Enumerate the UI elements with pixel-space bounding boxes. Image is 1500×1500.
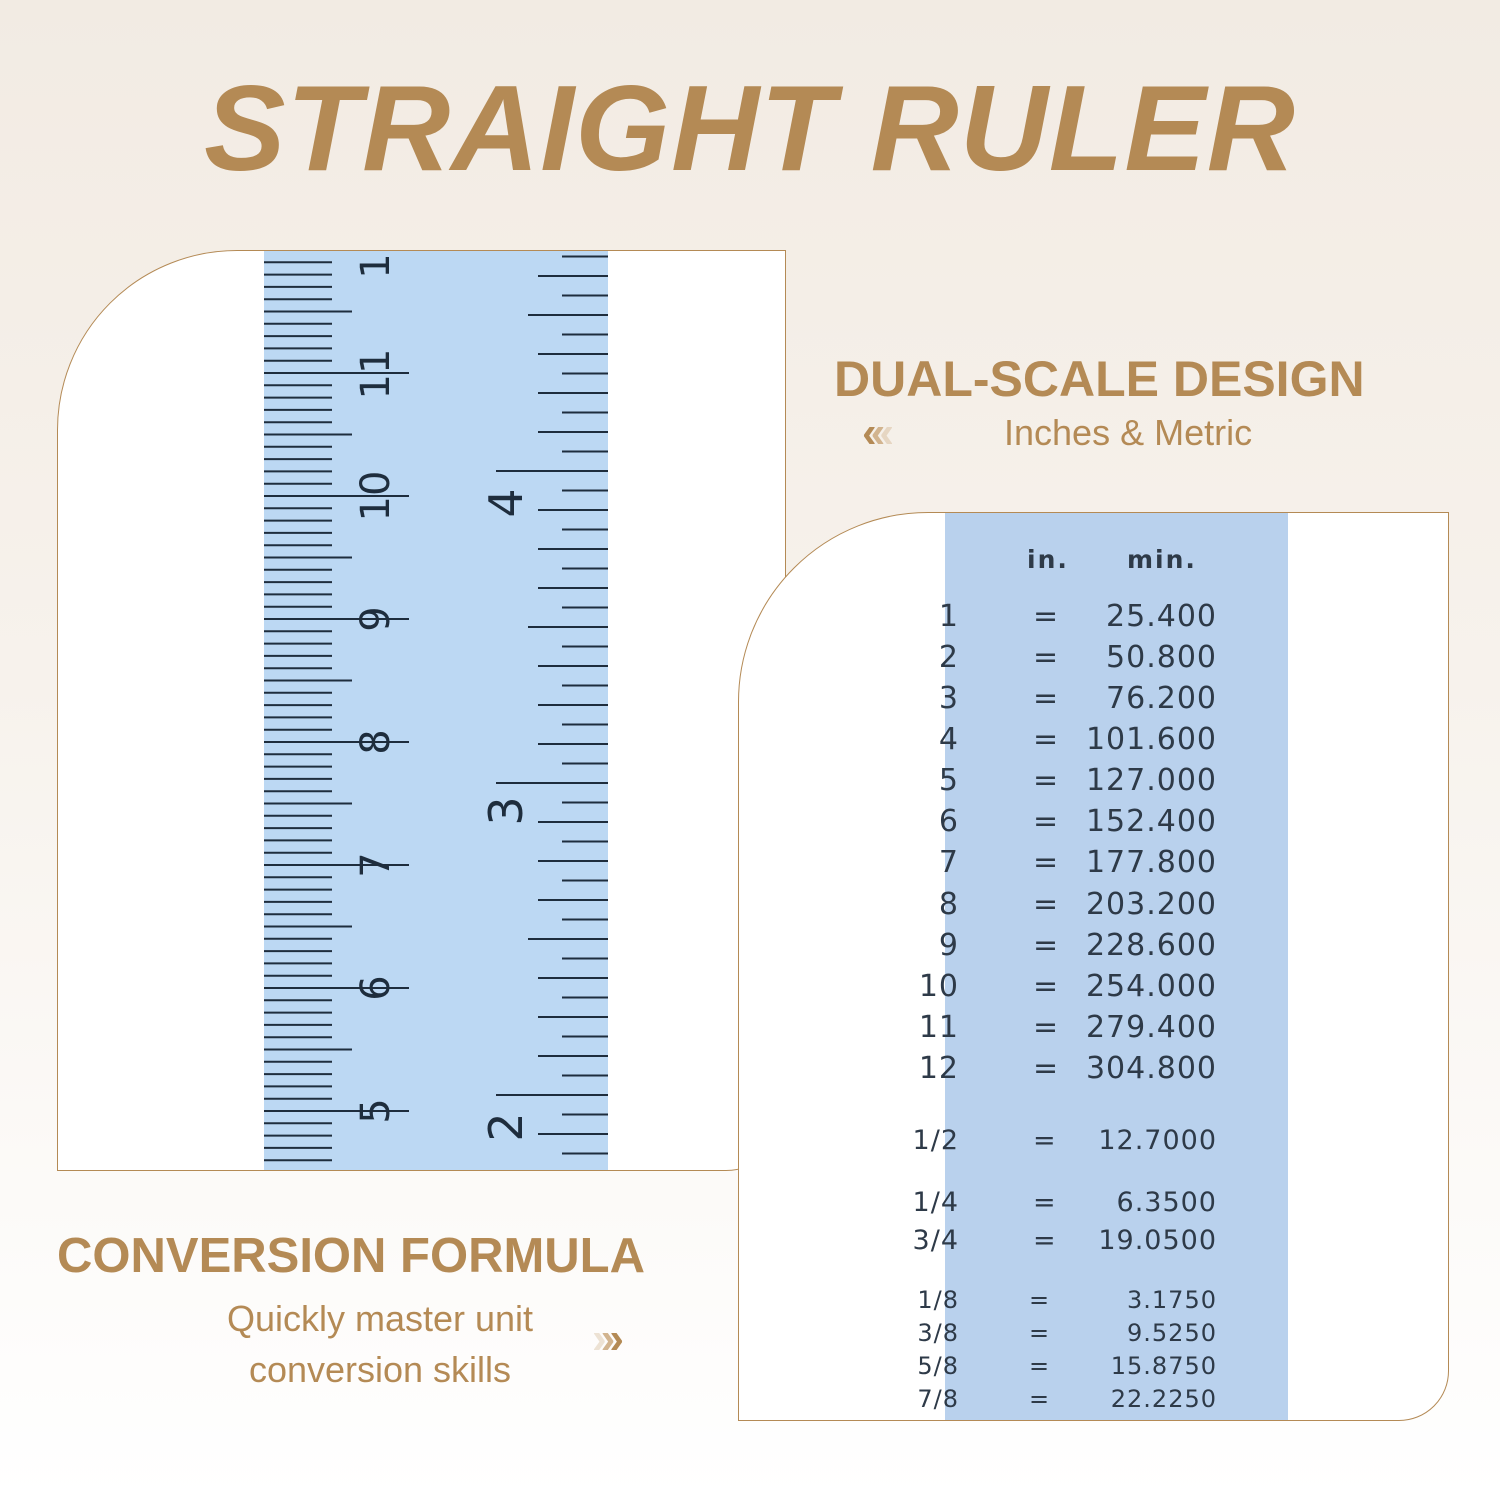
inch-value: 3	[938, 681, 959, 716]
inch-value: 8	[938, 887, 959, 922]
inch-label: 3	[479, 796, 533, 825]
equals-sign: =	[1033, 763, 1060, 798]
equals-sign: =	[1033, 681, 1060, 716]
equals-sign: =	[1033, 1187, 1057, 1218]
inch-value: 3/8	[917, 1319, 959, 1347]
mm-value: 3.1750	[1127, 1286, 1217, 1314]
ruler-scale-panel: 1 11 10 9 8 7 6 5 4 3 2	[57, 250, 786, 1171]
header-mm: min.	[1127, 545, 1197, 574]
cm-label: 9	[353, 606, 399, 631]
mm-value: 50.800	[1106, 640, 1217, 675]
cm-label: 10	[353, 471, 399, 522]
mm-value: 6.3500	[1116, 1187, 1217, 1218]
equals-sign: =	[1033, 804, 1060, 839]
mm-value: 228.600	[1085, 928, 1217, 963]
mm-value: 203.200	[1085, 887, 1217, 922]
inch-label: 4	[479, 488, 533, 517]
equals-sign: =	[1029, 1352, 1051, 1380]
ruler-image: 1 11 10 9 8 7 6 5 4 3 2	[264, 251, 608, 1170]
conversion-panel: in. min. 1 = 25.400 2 = 50.800 3 = 76.200 4 = 101.6…	[738, 512, 1449, 1421]
cm-label: 6	[353, 975, 399, 1000]
equals-sign: =	[1029, 1286, 1051, 1314]
dual-scale-heading: DUAL-SCALE DESIGN	[834, 351, 1365, 407]
mm-value: 76.200	[1106, 681, 1217, 716]
inch-value: 1/4	[912, 1187, 959, 1218]
equals-sign: =	[1033, 1051, 1060, 1086]
equals-sign: =	[1033, 845, 1060, 880]
equals-sign: =	[1033, 722, 1060, 757]
cm-label: 8	[353, 729, 399, 754]
inch-value: 1	[938, 599, 959, 634]
conversion-heading: CONVERSION FORMULA	[57, 1229, 645, 1283]
equals-sign: =	[1033, 1125, 1057, 1156]
equals-sign: =	[1033, 969, 1060, 1004]
mm-value: 279.400	[1085, 1010, 1217, 1045]
equals-sign: =	[1029, 1319, 1051, 1347]
chevrons-right-icon: ›››	[592, 1314, 624, 1363]
inch-value: 5	[938, 763, 959, 798]
mm-value: 22.2250	[1110, 1385, 1217, 1413]
conversion-subtitle-1: Quickly master unit	[226, 1298, 534, 1339]
inch-value: 1/2	[912, 1125, 959, 1156]
mm-value: 177.800	[1085, 845, 1217, 880]
cm-label: 7	[353, 852, 399, 877]
chevrons-left-icon: ‹‹‹	[862, 408, 894, 457]
conversion-subtitle-2: conversion skills	[248, 1349, 512, 1390]
inch-value: 1/8	[917, 1286, 959, 1314]
equals-sign: =	[1033, 928, 1060, 963]
equals-sign: =	[1029, 1385, 1051, 1413]
inch-value: 12	[918, 1051, 959, 1086]
header-inches: in.	[1027, 545, 1069, 574]
mm-value: 101.600	[1085, 722, 1217, 757]
inch-value: 7	[938, 845, 959, 880]
mm-value: 12.7000	[1098, 1125, 1217, 1156]
inch-value: 11	[918, 1010, 959, 1045]
equals-sign: =	[1033, 640, 1060, 675]
cm-label: 1	[353, 253, 399, 278]
inch-value: 10	[918, 969, 959, 1004]
equals-sign: =	[1033, 1010, 1060, 1045]
cm-label: 5	[353, 1098, 399, 1123]
mm-value: 19.0500	[1098, 1225, 1217, 1256]
equals-sign: =	[1033, 599, 1060, 634]
inch-label: 2	[479, 1112, 533, 1141]
inch-value: 4	[938, 722, 959, 757]
mm-value: 15.8750	[1110, 1352, 1217, 1380]
mm-value: 304.800	[1085, 1051, 1217, 1086]
inch-value: 3/4	[912, 1225, 959, 1256]
cm-label: 11	[353, 349, 399, 400]
inch-value: 6	[938, 804, 959, 839]
equals-sign: =	[1033, 887, 1060, 922]
inch-value: 7/8	[917, 1385, 959, 1413]
conversion-table: in. min. 1 = 25.400 2 = 50.800 3 = 76.200 4 = 101.6…	[913, 513, 1288, 1420]
mm-value: 254.000	[1085, 969, 1217, 1004]
page-title: STRAIGHT RULER	[204, 60, 1296, 196]
mm-value: 152.400	[1085, 804, 1217, 839]
inch-value: 2	[938, 640, 959, 675]
mm-value: 25.400	[1106, 599, 1217, 634]
mm-value: 127.000	[1085, 763, 1217, 798]
dual-scale-subtitle: Inches & Metric	[1004, 412, 1253, 453]
mm-value: 9.5250	[1127, 1319, 1217, 1347]
equals-sign: =	[1033, 1225, 1057, 1256]
inch-value: 5/8	[917, 1352, 959, 1380]
inch-value: 9	[938, 928, 959, 963]
